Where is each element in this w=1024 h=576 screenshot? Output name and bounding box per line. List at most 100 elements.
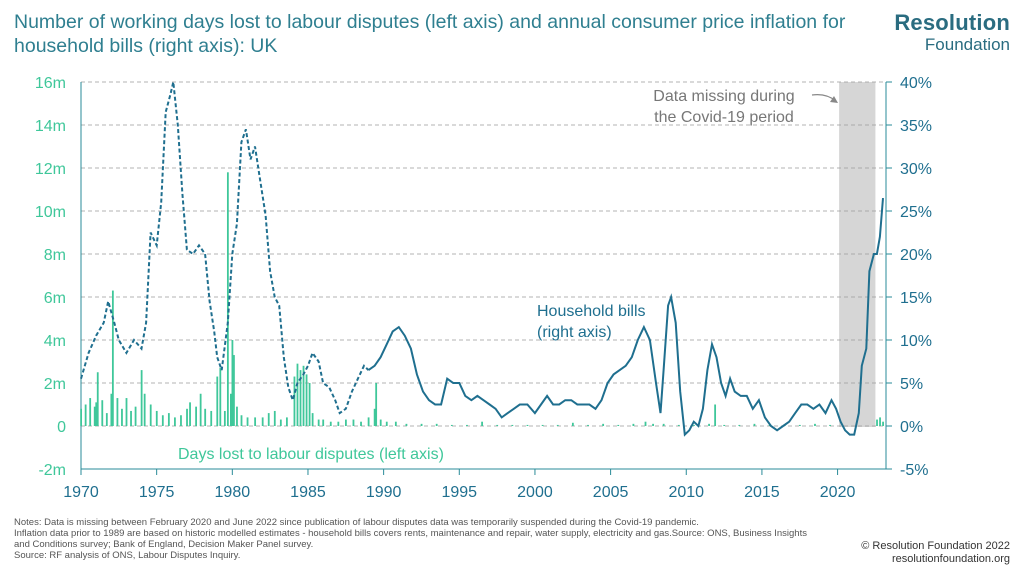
chart-notes: Notes: Data is missing between February … [14,517,814,561]
days-lost-bar [189,402,191,426]
days-lost-bar [317,419,320,426]
chart-title: Number of working days lost to labour di… [14,11,846,57]
left-tick-label: 4m [44,333,66,350]
days-lost-bar [105,413,108,426]
days-lost-bar [246,417,249,426]
right-tick-label: 25% [900,204,932,221]
days-lost-bar [226,172,229,426]
left-tick-label: 0 [57,419,66,436]
x-tick-label: 2020 [820,484,856,501]
days-lost-bar [876,419,878,426]
logo-line-2: Foundation [924,35,1010,54]
days-lost-bar [373,408,376,426]
days-lost-bar [693,424,695,426]
days-lost-bar [149,404,152,426]
days-lost-bar [798,424,801,426]
household-bills-label-line-2: (right axis) [537,324,612,341]
right-tick-label: 35% [900,118,932,135]
days-lost-bar [96,372,99,426]
days-lost-bar [302,365,305,426]
days-lost-bar [219,367,222,426]
copyright-text: © Resolution Foundation 2022 [861,540,1010,552]
x-axis-ticks: 1970 1975 1980 1985 1990 1995 2000 2005 2010 2015… [63,469,855,501]
notes-line-3: Source: RF analysis of ONS, Labour Dispu… [14,550,241,561]
days-lost-bar [161,415,164,426]
days-lost-bar [180,415,182,426]
days-lost-bar [652,423,654,426]
days-lost-bar [602,423,605,426]
x-tick-label: 2015 [744,484,780,501]
days-lost-bar [379,419,382,426]
days-lost-bar [714,404,717,426]
days-lost-bar [556,424,559,426]
days-lost-bar [236,406,238,426]
days-lost-bar [753,423,756,426]
days-lost-bar [329,421,332,426]
right-tick-label: 10% [900,333,932,350]
days-lost-bar [143,393,146,426]
x-tick-label: 1970 [63,484,99,501]
days-lost-bar [632,423,635,426]
notes-line-1: Notes: Data is missing between February … [14,517,699,528]
days-lost-bar [279,419,282,426]
days-lost-label: Days lost to labour disputes (left axis) [178,446,444,463]
x-tick-label: 1995 [441,484,477,501]
gridlines [81,81,886,470]
days-lost-bar [322,419,325,426]
days-lost-bar [662,423,665,426]
days-lost-bar [216,376,219,426]
days-lost-bar [644,421,647,426]
days-lost-bar [311,413,314,426]
days-lost-bar [738,424,741,426]
days-lost-bar [405,423,408,426]
days-lost-bar [95,402,98,426]
x-tick-label: 2000 [517,484,553,501]
covid-annotation-arrowhead [830,96,838,103]
days-lost-bar [167,413,170,426]
days-lost-bar [204,408,207,426]
left-tick-label: 6m [44,290,66,307]
days-lost-bar [723,424,726,426]
days-lost-bar [420,423,423,426]
days-lost-bars [80,172,884,426]
household-bills-dashed-segment [80,81,370,415]
days-lost-bar [879,417,881,426]
days-lost-bar [496,424,499,426]
days-lost-bar [174,417,176,426]
notes-line-2: Inflation data prior to 1989 are based o… [14,528,807,550]
days-lost-bar [367,417,370,426]
days-lost-bar [296,363,299,426]
x-tick-label: 1980 [215,484,251,501]
days-lost-bar [155,410,158,426]
days-lost-bar [125,398,128,426]
covid-annotation-line-2: the Covid-19 period [654,109,794,126]
days-lost-bar [84,404,87,426]
days-lost-bar [140,370,143,426]
days-lost-bar [254,417,257,426]
right-tick-label: -5% [900,462,928,479]
website-url: resolutionfoundation.org [891,553,1010,565]
right-tick-label: 30% [900,161,932,178]
credits: © Resolution Foundation 2022 resolutionf… [861,540,1010,566]
x-tick-label: 2005 [593,484,629,501]
days-lost-bar [352,419,355,426]
left-tick-label: -2m [38,462,66,479]
days-lost-bar [375,383,378,426]
covid-annotation-line-1: Data missing during [653,88,794,105]
days-lost-bar [101,400,104,426]
days-lost-bar [210,410,213,426]
days-lost-bar [308,383,311,426]
household-bills-line [80,81,884,437]
days-lost-bar [305,374,308,426]
days-lost-bar [231,340,234,426]
days-lost-bar [385,421,388,426]
right-tick-label: 0% [900,419,923,436]
household-bills-label-line-1: Household bills [537,303,646,320]
days-lost-bar [450,424,453,426]
days-lost-bar [130,410,132,426]
days-lost-bar [511,424,514,426]
days-lost-bar [435,423,438,426]
days-lost-bar [111,290,114,426]
days-lost-bar [110,393,113,426]
